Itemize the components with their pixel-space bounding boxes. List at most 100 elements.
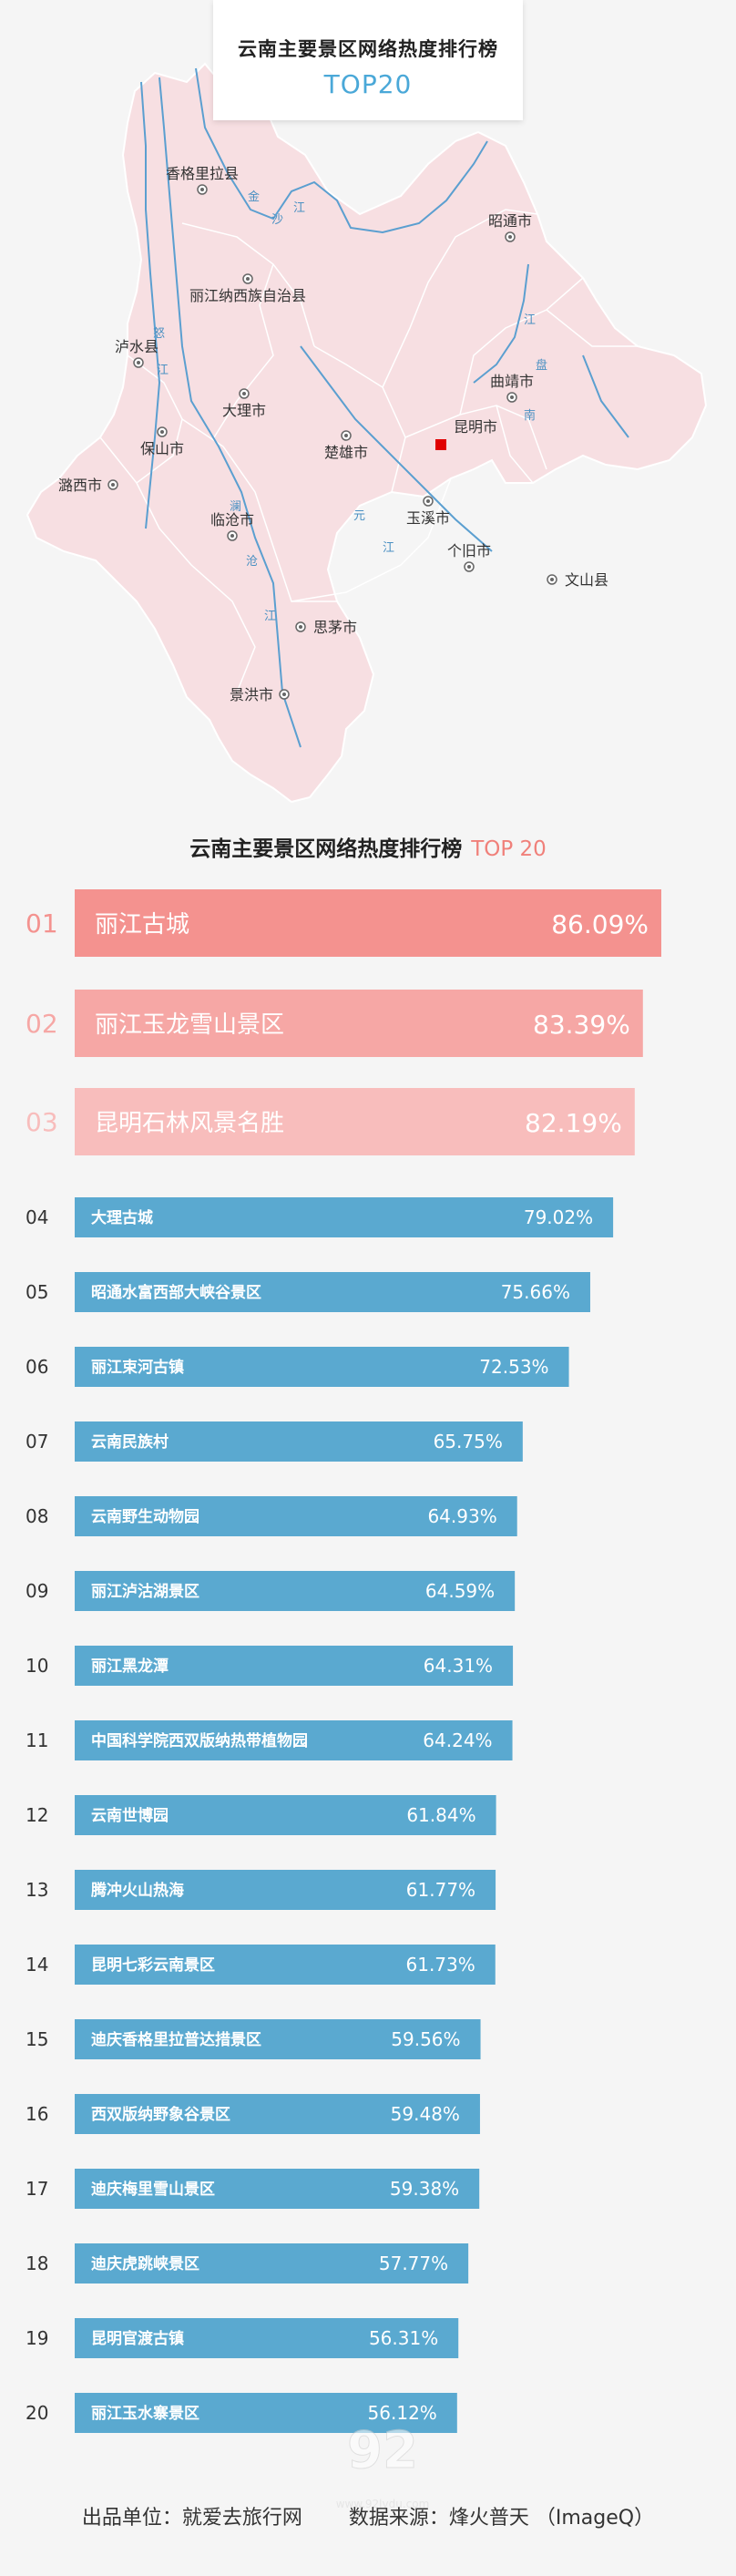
city-label: 泸水县	[115, 338, 158, 355]
bar	[75, 990, 643, 1057]
city-label: 昆明市	[454, 418, 497, 436]
city-marker-dot	[137, 361, 140, 364]
bar-name-label: 大理古城	[91, 1208, 153, 1227]
rivers	[140, 67, 629, 748]
yunnan-province-shape	[26, 62, 708, 804]
bar	[75, 1197, 614, 1237]
prefecture-borders	[99, 209, 638, 693]
bar-value-label: 75.66%	[501, 1281, 570, 1303]
bar	[75, 1496, 517, 1536]
svg-text:江: 江	[264, 610, 276, 623]
city-marker-dot	[344, 434, 348, 437]
bar	[75, 2169, 480, 2209]
bar-value-label: 56.12%	[368, 2402, 437, 2424]
bar-value-label: 61.84%	[406, 1804, 475, 1826]
city-label: 香格里拉县	[166, 165, 239, 182]
city-label: 曲靖市	[490, 373, 534, 390]
title-card: 云南主要景区网络热度排行榜 TOP20	[213, 0, 523, 120]
bar	[75, 889, 661, 957]
svg-text:沧: 沧	[246, 554, 258, 569]
city-label: 个旧市	[447, 542, 491, 559]
bar-rank: 01	[26, 908, 58, 939]
city-marker-dot	[467, 565, 471, 569]
bar-name-label: 云南世博园	[91, 1806, 169, 1825]
city-marker-dot	[230, 534, 234, 538]
river-labels: 金 沙 江 怒 江 澜 沧 江 元 江 南 盘 江	[153, 190, 547, 623]
bar-value-label: 65.75%	[434, 1431, 503, 1452]
footer-publisher: 出品单位：就爱去旅行网	[81, 2507, 302, 2530]
svg-text:江: 江	[524, 313, 536, 327]
bar-rank: 14	[26, 1954, 48, 1976]
bar-value-label: 64.31%	[424, 1655, 493, 1677]
svg-text:沙: 沙	[271, 213, 283, 227]
bar-rank: 15	[26, 2028, 48, 2050]
bar-value-label: 57.77%	[379, 2253, 448, 2274]
bar	[75, 1347, 569, 1387]
svg-text:澜: 澜	[230, 500, 241, 514]
chart-title-highlight: TOP 20	[471, 837, 547, 861]
bar-rank: 06	[26, 1356, 48, 1378]
bar	[75, 1421, 523, 1462]
bar-name-label: 丽江泸沽湖景区	[91, 1582, 199, 1601]
svg-text:江: 江	[383, 541, 394, 555]
city-marker-dot	[299, 625, 302, 629]
bar-rank: 09	[26, 1580, 48, 1602]
bar-value-label: 59.38%	[390, 2178, 459, 2200]
city-marker-dot	[246, 277, 250, 281]
bar-name-label: 迪庆虎跳峡景区	[91, 2254, 199, 2273]
watermark-logo: 92 www.92lvdu.com	[328, 2415, 437, 2515]
bar-name-label: 云南民族村	[91, 1432, 169, 1452]
bar-rank: 08	[26, 1505, 48, 1527]
chart-title-main: 云南主要景区网络热度排行榜	[189, 837, 463, 861]
city-label: 文山县	[565, 571, 608, 589]
bar-value-label: 79.02%	[524, 1206, 593, 1228]
bar-value-label: 56.31%	[369, 2327, 438, 2349]
bar-rank: 07	[26, 1431, 48, 1452]
city-marker-dot	[550, 578, 554, 581]
bar-value-label: 83.39%	[533, 1010, 630, 1040]
city-marker-dot	[510, 395, 514, 399]
city-label: 大理市	[222, 402, 266, 419]
bar-rank: 10	[26, 1655, 48, 1677]
footer-source: 数据来源：烽火普天 （ImageQ）	[348, 2507, 655, 2530]
bar	[75, 2019, 481, 2059]
bar-rank: 05	[26, 1281, 48, 1303]
city-marker-dot	[160, 430, 164, 434]
svg-text:金: 金	[248, 190, 260, 204]
bar-rank: 04	[26, 1206, 48, 1228]
bar-rank: 02	[26, 1009, 58, 1039]
bar	[75, 2094, 480, 2134]
bar-name-label: 丽江束河古镇	[91, 1358, 184, 1377]
page-subtitle: TOP20	[323, 69, 413, 99]
bar-rank: 17	[26, 2178, 48, 2200]
city-marker-dot	[282, 693, 286, 696]
bar-rank: 03	[26, 1107, 58, 1137]
svg-text:92: 92	[347, 2421, 418, 2480]
svg-text:南: 南	[524, 408, 536, 423]
city-label: 玉溪市	[406, 509, 450, 527]
chart-title: 云南主要景区网络热度排行榜 TOP 20	[0, 831, 736, 862]
bar	[75, 1795, 496, 1835]
bar-rank: 13	[26, 1879, 48, 1901]
bar	[75, 1945, 496, 1985]
capital-marker	[435, 439, 446, 450]
bar-rank: 12	[26, 1804, 48, 1826]
bar	[75, 1088, 635, 1155]
bar	[75, 2393, 457, 2433]
bar-name-label: 昆明官渡古镇	[91, 2329, 184, 2348]
bar-name-label: 丽江玉水寨景区	[91, 2404, 199, 2423]
city-label: 保山市	[140, 440, 184, 457]
bar	[75, 1646, 514, 1686]
bar	[75, 1720, 513, 1760]
bar-value-label: 64.93%	[427, 1505, 496, 1527]
svg-text:江: 江	[157, 364, 169, 377]
bar-value-label: 64.24%	[423, 1729, 492, 1751]
bar-name-label: 云南野生动物园	[91, 1507, 199, 1526]
bar-name-label: 迪庆梅里雪山景区	[91, 2180, 215, 2199]
bar-name-label: 昆明石林风景名胜	[95, 1110, 284, 1137]
city-label: 楚雄市	[324, 444, 368, 461]
city-label: 临沧市	[210, 511, 254, 529]
svg-text:怒: 怒	[153, 327, 165, 341]
bar-rank: 11	[26, 1729, 48, 1751]
